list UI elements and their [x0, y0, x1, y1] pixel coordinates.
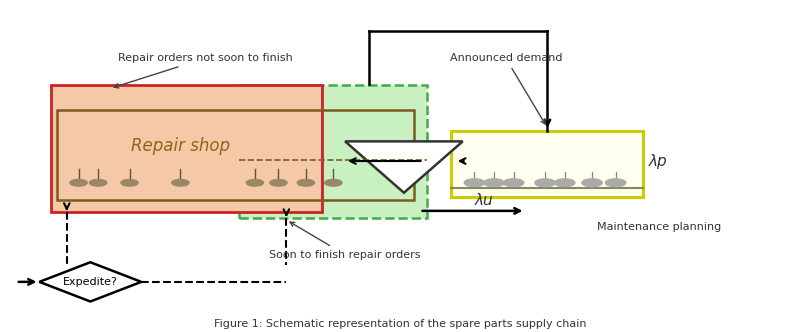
Circle shape [503, 179, 524, 187]
Text: Announced demand: Announced demand [450, 53, 562, 124]
Circle shape [606, 179, 626, 187]
Polygon shape [345, 141, 462, 193]
Circle shape [246, 180, 263, 186]
Circle shape [121, 180, 138, 186]
Circle shape [298, 180, 314, 186]
Bar [451, 131, 643, 197]
Bar [51, 85, 322, 212]
Circle shape [325, 180, 342, 186]
Circle shape [535, 179, 555, 187]
Text: λp: λp [649, 153, 667, 169]
Polygon shape [39, 262, 142, 301]
Text: Maintenance planning: Maintenance planning [597, 222, 721, 232]
Text: λu: λu [474, 193, 493, 208]
Text: Repair orders not soon to finish: Repair orders not soon to finish [114, 53, 293, 88]
Circle shape [270, 180, 287, 186]
Circle shape [582, 179, 602, 187]
Circle shape [90, 180, 106, 186]
Circle shape [172, 180, 189, 186]
Circle shape [484, 179, 504, 187]
Text: Soon to finish repair orders: Soon to finish repair orders [270, 222, 421, 260]
Bar [239, 85, 427, 218]
Text: Figure 1: Schematic representation of the spare parts supply chain: Figure 1: Schematic representation of th… [214, 319, 586, 329]
Circle shape [464, 179, 485, 187]
Circle shape [554, 179, 575, 187]
Bar [58, 110, 414, 200]
Text: Repair shop: Repair shop [131, 137, 230, 155]
Text: Expedite?: Expedite? [63, 277, 118, 287]
Circle shape [70, 180, 87, 186]
